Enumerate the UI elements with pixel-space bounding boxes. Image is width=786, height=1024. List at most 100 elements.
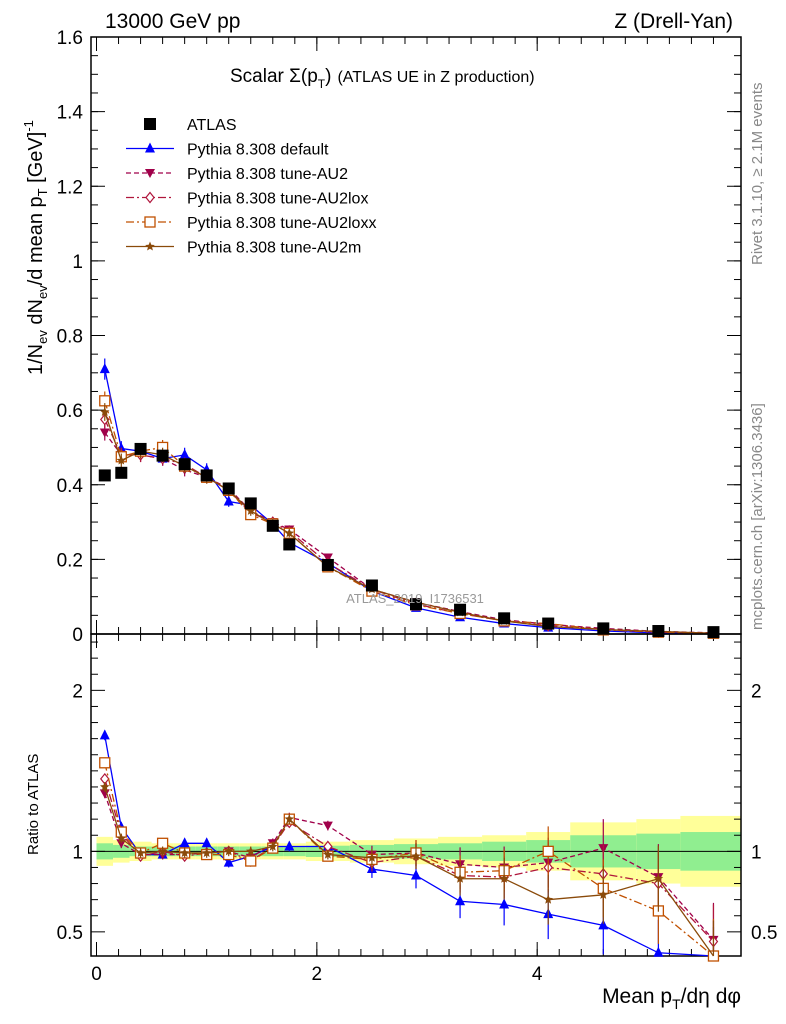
data-point — [116, 833, 127, 843]
data-point — [284, 528, 295, 538]
data-point — [200, 469, 213, 482]
data-point — [246, 505, 256, 515]
data-point — [99, 428, 110, 438]
data-point — [223, 495, 234, 506]
data-point — [284, 840, 295, 851]
data-point — [410, 598, 422, 611]
data-point — [652, 625, 665, 638]
data-point — [598, 889, 608, 899]
data-point — [542, 845, 554, 857]
x-axis-label: Mean pT/dη dφ — [602, 985, 741, 1012]
data-point — [98, 469, 111, 482]
data-point — [99, 729, 110, 740]
data-point — [201, 848, 212, 857]
ratio-panel: 0.5 0.5 1 1 2 2 0 2 4 — [57, 633, 777, 985]
legend-label: ATLAS — [187, 117, 237, 134]
data-point — [222, 482, 235, 495]
data-point — [543, 894, 553, 904]
header-right: Z (Drell-Yan) — [614, 10, 733, 33]
data-point — [156, 449, 169, 462]
data-point — [284, 814, 295, 824]
data-point — [223, 856, 234, 867]
x-tick-label: 0 — [91, 964, 102, 985]
data-point — [99, 789, 110, 799]
data-point — [268, 841, 278, 851]
y-tick-label-main: 0.8 — [57, 327, 83, 348]
y-tick-label-main: 1.4 — [57, 103, 84, 124]
data-point — [365, 579, 378, 592]
data-point — [321, 558, 334, 571]
watermark: ATLAS_2019_I1736531 — [346, 591, 484, 606]
data-point — [542, 617, 555, 630]
y-tick-label-main: 1.2 — [57, 177, 83, 198]
data-point — [144, 118, 156, 130]
data-point — [499, 898, 510, 909]
legend-label: Pythia 8.308 tune-AU2m — [187, 240, 361, 257]
data-point — [323, 849, 333, 859]
data-point — [99, 363, 110, 374]
ratio-frame — [90, 633, 742, 957]
data-point — [411, 851, 421, 861]
data-point — [246, 846, 256, 856]
x-tick-label: 4 — [532, 964, 543, 985]
data-point — [145, 191, 155, 204]
data-point — [455, 895, 466, 906]
data-point — [283, 538, 296, 551]
data-point — [707, 626, 720, 639]
data-point — [135, 848, 146, 857]
data-point — [179, 848, 190, 857]
x-tick-label: 2 — [312, 964, 323, 985]
y-tick-label-ratio: 2 — [72, 681, 83, 702]
y-tick-label-ratio: 1 — [72, 842, 83, 863]
data-point — [653, 946, 664, 957]
data-point — [322, 821, 333, 831]
data-point — [224, 846, 234, 856]
data-point — [499, 873, 509, 883]
data-point — [411, 869, 421, 880]
data-point — [598, 919, 609, 930]
data-point — [498, 612, 511, 625]
y-tick-label-ratio: 0.5 — [57, 923, 83, 944]
rivet-label: Rivet 3.1.10, ≥ 2.1M events — [749, 83, 766, 266]
legend-label: Pythia 8.308 default — [187, 142, 329, 159]
data-point — [100, 782, 110, 791]
data-point — [115, 466, 128, 479]
mcplots-label: mcplots.cern.ch [arXiv:1306.3436] — [749, 403, 766, 630]
y-tick-label-ratio-right: 2 — [751, 681, 762, 702]
legend: ATLAS Pythia 8.308 default Pythia 8.308 tu… — [126, 117, 376, 257]
y-axis-label-main: 1/Nev dNev/d mean pT [GeV]-1 — [21, 120, 50, 375]
y-tick-label-main: 0.2 — [57, 550, 83, 571]
y-tick-label-main: 0.4 — [57, 476, 84, 497]
data-point — [145, 169, 155, 178]
legend-label: Pythia 8.308 tune-AU2lox — [187, 191, 368, 208]
y-tick-label-main: 0.6 — [57, 401, 83, 422]
main-panel: 0 0.2 0.4 0.6 0.8 1 1.2 1.4 1.6 — [57, 28, 742, 956]
chart-title: Scalar Σ(pT) (ATLAS UE in Z production) — [230, 66, 535, 91]
y-tick-label-ratio-right: 0.5 — [751, 923, 777, 944]
data-point — [179, 837, 190, 848]
data-point — [145, 142, 155, 153]
data-point — [653, 873, 664, 883]
data-point — [144, 216, 156, 228]
header-left: 13000 GeV pp — [105, 10, 240, 33]
data-point — [178, 458, 191, 471]
data-point — [145, 241, 155, 251]
y-tick-label-main: 0 — [72, 625, 83, 646]
data-point — [134, 442, 147, 455]
data-point — [367, 852, 377, 862]
data-point — [157, 846, 168, 856]
data-point — [245, 855, 257, 867]
data-point — [116, 455, 127, 465]
y-tick-label-ratio-right: 1 — [751, 842, 762, 863]
data-point — [455, 873, 465, 883]
data-point — [597, 622, 610, 635]
y-tick-label-main: 1 — [72, 252, 83, 273]
data-point — [99, 757, 111, 769]
legend-label: Pythia 8.308 tune-AU2loxx — [187, 215, 376, 232]
data-point — [100, 407, 110, 416]
data-point — [266, 519, 279, 532]
y-axis-label-ratio: Ratio to ATLAS — [25, 754, 42, 855]
y-tick-label-main: 1.6 — [57, 28, 83, 49]
data-point — [201, 837, 212, 848]
data-point — [454, 603, 467, 616]
